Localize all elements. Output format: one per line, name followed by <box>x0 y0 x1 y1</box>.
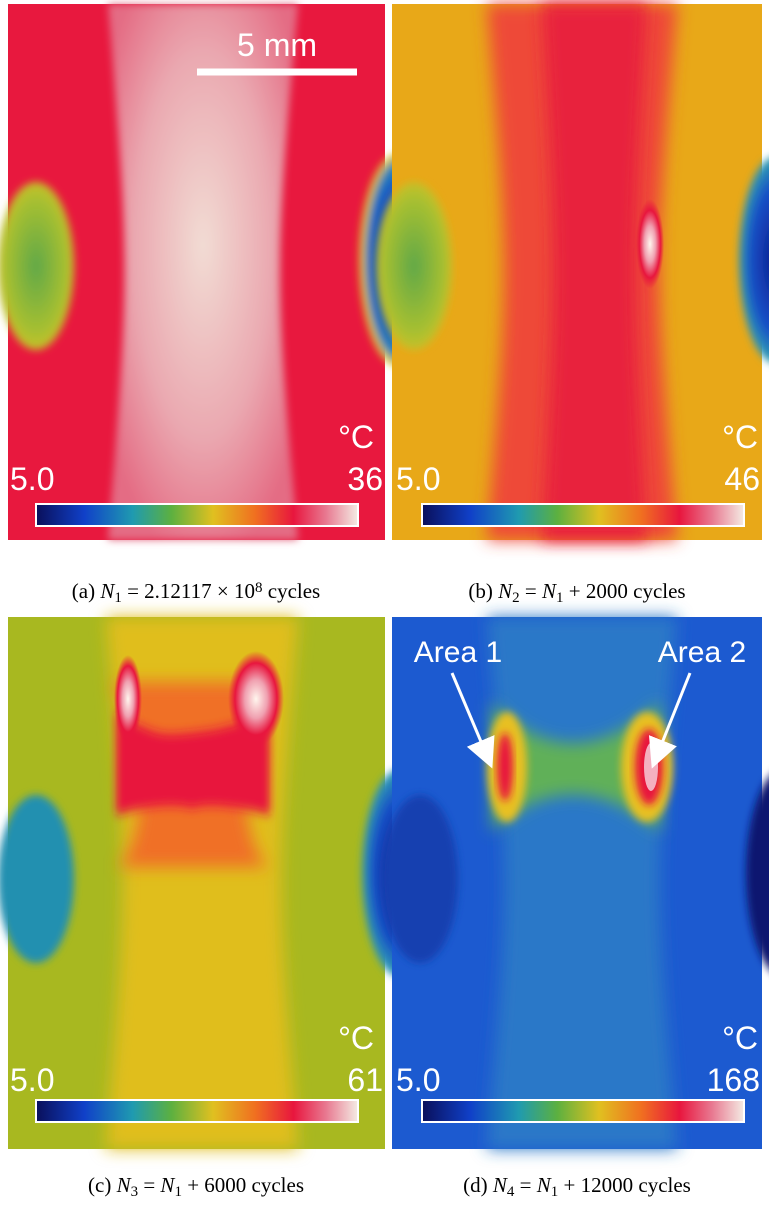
unit: °C <box>338 419 374 455</box>
caption-run: 1 <box>174 1184 182 1200</box>
annotation: Area 1 <box>414 636 502 669</box>
caption-run: cycles <box>263 579 321 603</box>
max-label: 36 <box>347 461 383 497</box>
caption: (a) N1 = 2.12117 × 108 cycles <box>72 579 320 606</box>
unit: °C <box>722 1020 758 1056</box>
caption-run: N <box>492 1173 508 1197</box>
caption: (d) N4 = N1 + 12000 cycles <box>463 1173 691 1200</box>
panel-c: °C 5.0 61 <box>0 617 438 1149</box>
caption: (b) N2 = N1 + 2000 cycles <box>468 579 685 606</box>
caption-run: (d) <box>463 1173 493 1197</box>
figure: 5 mm °C 5.0 36 °C 5.0 46 °C 5.0 61 Area … <box>0 0 769 1208</box>
caption-run: + 2000 cycles <box>564 579 686 603</box>
panel-a: 5 mm °C 5.0 36 <box>0 4 438 540</box>
colorbar <box>36 1100 358 1122</box>
scale-label: 5 mm <box>237 27 317 63</box>
caption-run: N <box>159 1173 175 1197</box>
max-label: 168 <box>707 1062 760 1098</box>
caption-run: 8 <box>255 580 263 596</box>
caption-run: (b) <box>468 579 498 603</box>
caption-run: 2 <box>512 590 520 606</box>
caption-run: N <box>541 579 557 603</box>
colorbar <box>36 504 358 526</box>
caption-run: + 12000 cycles <box>558 1173 691 1197</box>
unit: °C <box>338 1020 374 1056</box>
caption-run: N <box>536 1173 552 1197</box>
max-label: 46 <box>724 461 760 497</box>
caption-run: (c) <box>88 1173 117 1197</box>
caption-run: + 6000 cycles <box>182 1173 304 1197</box>
colorbar <box>422 1100 744 1122</box>
min-label: 5.0 <box>396 1062 440 1098</box>
colorbar <box>422 504 744 526</box>
caption-run: = <box>520 579 542 603</box>
caption-run: N <box>99 579 115 603</box>
caption-run: 1 <box>556 590 564 606</box>
caption-run: 3 <box>131 1184 139 1200</box>
min-label: 5.0 <box>396 461 440 497</box>
max-label: 61 <box>347 1062 383 1098</box>
panel-b: °C 5.0 46 <box>376 4 769 540</box>
caption-run: = 2.12117 × 10 <box>122 579 255 603</box>
caption-run: = <box>138 1173 160 1197</box>
annotation: Area 2 <box>658 636 746 669</box>
panel-d: Area 1 Area 2 °C 5.0 168 <box>382 617 769 1149</box>
min-label: 5.0 <box>10 461 54 497</box>
caption: (c) N3 = N1 + 6000 cycles <box>88 1173 304 1200</box>
caption-run: 1 <box>114 590 122 606</box>
caption-run: N <box>116 1173 132 1197</box>
caption-run: N <box>497 579 513 603</box>
caption-run: (a) <box>72 579 101 603</box>
unit: °C <box>722 419 758 455</box>
caption-run: = <box>514 1173 536 1197</box>
caption-run: 1 <box>551 1184 559 1200</box>
min-label: 5.0 <box>10 1062 54 1098</box>
